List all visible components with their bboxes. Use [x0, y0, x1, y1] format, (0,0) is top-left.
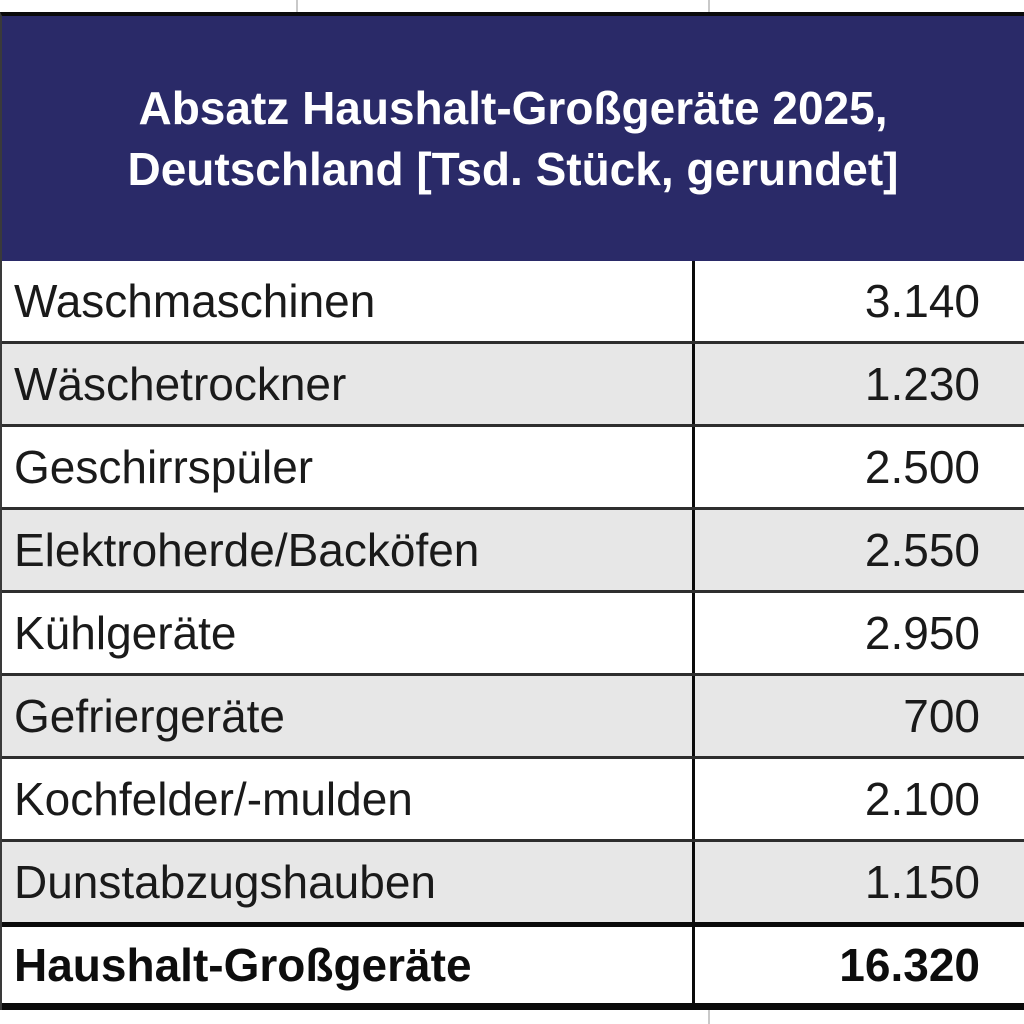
table-row: Geschirrspüler 2.500 [2, 424, 1024, 507]
row-label: Wäschetrockner [2, 344, 695, 424]
table-row: Dunstabzugshauben 1.150 [2, 839, 1024, 922]
row-value: 700 [903, 690, 980, 742]
row-label: Geschirrspüler [2, 427, 695, 507]
table-title-line-1: Absatz Haushalt-Großgeräte 2025, [138, 81, 888, 134]
row-value: 1.230 [864, 358, 980, 410]
row-value: 2.100 [864, 773, 980, 825]
spreadsheet-gridline [708, 1010, 710, 1024]
table-row: Gefriergeräte 700 [2, 673, 1024, 756]
table-row: Elektroherde/Backöfen 2.550 [2, 507, 1024, 590]
table-row: Wäschetrockner 1.230 [2, 341, 1024, 424]
row-label: Kühlgeräte [2, 593, 695, 673]
row-label: Waschmaschinen [2, 261, 695, 341]
table-row: Waschmaschinen 3.140 [2, 261, 1024, 341]
row-value: 2.950 [864, 607, 980, 659]
row-label: Elektroherde/Backöfen [2, 510, 695, 590]
row-value: 1.150 [864, 856, 980, 908]
row-value: 2.500 [864, 441, 980, 493]
total-label: Haushalt-Großgeräte [2, 927, 695, 1003]
row-label: Gefriergeräte [2, 676, 695, 756]
row-label: Dunstabzugshauben [2, 842, 695, 922]
row-value: 3.140 [864, 275, 980, 327]
table-title: Absatz Haushalt-Großgeräte 2025, Deutsch… [2, 16, 1024, 261]
row-label: Kochfelder/-mulden [2, 759, 695, 839]
appliance-sales-table: Absatz Haushalt-Großgeräte 2025, Deutsch… [0, 12, 1024, 1010]
row-value: 2.550 [864, 524, 980, 576]
table-title-line-2: Deutschland [Tsd. Stück, gerundet] [127, 142, 899, 195]
table-row: Kühlgeräte 2.950 [2, 590, 1024, 673]
spreadsheet-margin-bottom [0, 1010, 1024, 1024]
total-value: 16.320 [839, 939, 980, 991]
spreadsheet-margin-top [0, 0, 1024, 12]
spreadsheet-gridline [296, 0, 298, 12]
spreadsheet-gridline [708, 0, 710, 12]
total-row: Haushalt-Großgeräte 16.320 [2, 922, 1024, 1010]
table-row: Kochfelder/-mulden 2.100 [2, 756, 1024, 839]
